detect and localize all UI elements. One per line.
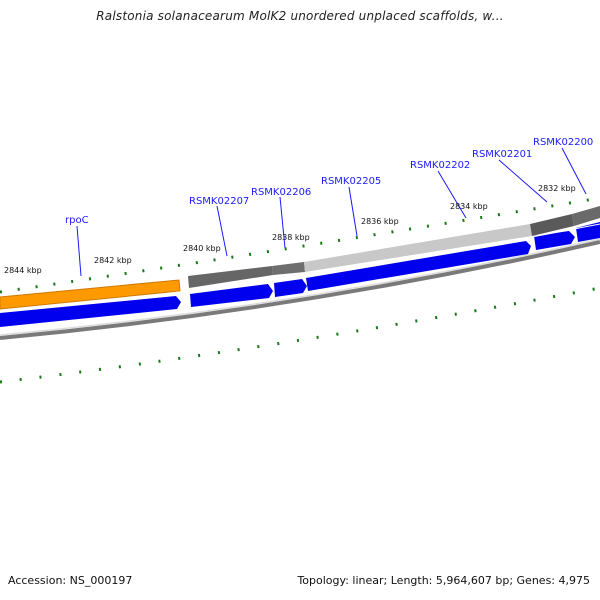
cds-arrow-RSMK02207[interactable] bbox=[190, 284, 273, 307]
accession-label: Accession: NS_000197 bbox=[8, 574, 133, 587]
cds-arrow-RSMK02206[interactable] bbox=[274, 279, 307, 297]
gene-block-RSMK02205[interactable] bbox=[304, 224, 532, 272]
gene-block-RSMK02201[interactable] bbox=[572, 206, 600, 226]
ruler-ticks-bottom bbox=[0, 286, 600, 384]
gene-label-RSMK02205[interactable]: RSMK02205 bbox=[321, 176, 381, 187]
cds-arrow-RSMK02202[interactable] bbox=[534, 231, 575, 250]
leader-line-RSMK02200 bbox=[561, 147, 587, 195]
map-title: Ralstonia solanacearum MolK2 unordered u… bbox=[96, 9, 504, 23]
kbp-label: 2836 kbp bbox=[361, 217, 399, 226]
gene-label-RSMK02200[interactable]: RSMK02200 bbox=[533, 137, 593, 148]
kbp-label: 2838 kbp bbox=[272, 233, 310, 242]
gene-label-rpoC[interactable]: rpoC bbox=[65, 215, 89, 226]
leader-line-RSMK02202 bbox=[437, 170, 467, 219]
gene-label-RSMK02206[interactable]: RSMK02206 bbox=[251, 187, 311, 198]
kbp-label: 2840 kbp bbox=[183, 244, 221, 253]
kbp-label: 2844 kbp bbox=[4, 266, 42, 275]
cds-arrow-RSMK02205[interactable] bbox=[306, 241, 531, 291]
gene-label-RSMK02201[interactable]: RSMK02201 bbox=[472, 149, 532, 160]
gene-label-RSMK02207[interactable]: RSMK02207 bbox=[189, 196, 249, 207]
cds-divider bbox=[0, 223, 600, 313]
baseline-track-highlight bbox=[0, 238, 600, 336]
cds-arrow-rpoC[interactable] bbox=[0, 296, 181, 327]
ruler-ticks-top bbox=[0, 196, 600, 294]
leader-line-RSMK02207 bbox=[216, 205, 228, 257]
kbp-label: 2832 kbp bbox=[538, 184, 576, 193]
leader-line-rpoC bbox=[76, 225, 82, 277]
leader-line-RSMK02206 bbox=[279, 196, 286, 249]
cds-arrow-RSMK02201[interactable] bbox=[576, 222, 600, 242]
gene-label-RSMK02202[interactable]: RSMK02202 bbox=[410, 160, 470, 171]
genome-stats: Topology: linear; Length: 5,964,607 bp; … bbox=[297, 574, 590, 587]
kbp-label: 2842 kbp bbox=[94, 256, 132, 265]
kbp-label: 2834 kbp bbox=[450, 202, 488, 211]
baseline-track bbox=[0, 240, 600, 340]
gene-block-RSMK02206[interactable] bbox=[272, 262, 305, 275]
gene-block-rpoC[interactable] bbox=[0, 279, 181, 310]
gene-block-RSMK02207[interactable] bbox=[188, 266, 273, 288]
gene-block-RSMK02202[interactable] bbox=[530, 214, 574, 236]
leader-line-RSMK02205 bbox=[348, 186, 358, 237]
leader-line-RSMK02201 bbox=[498, 159, 548, 203]
